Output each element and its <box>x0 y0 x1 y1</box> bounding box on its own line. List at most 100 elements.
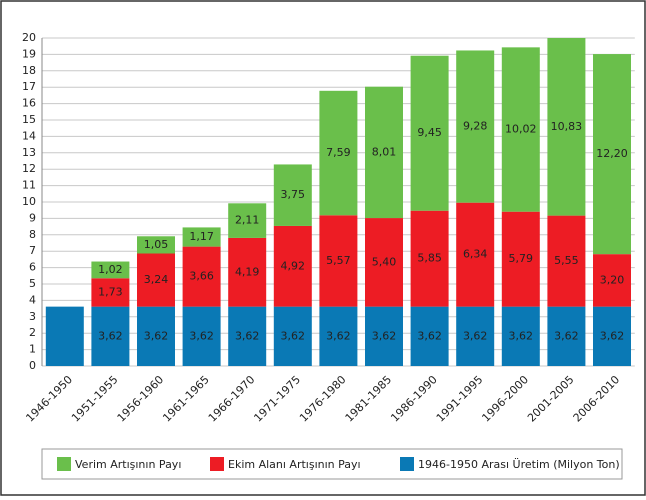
data-label: 5,40 <box>372 255 397 268</box>
data-label: 6,34 <box>463 248 488 261</box>
bar-segment <box>365 86 403 219</box>
data-label: 3,62 <box>554 329 579 342</box>
y-tick-label: 15 <box>22 113 36 126</box>
bar-segment <box>593 54 631 255</box>
bar-segment <box>547 306 586 366</box>
bar-segment <box>547 38 586 216</box>
y-tick-label: 7 <box>29 244 36 257</box>
bar-segment <box>501 211 540 307</box>
bar-segment <box>228 237 267 307</box>
y-tick-label: 5 <box>29 277 36 290</box>
bar-segment <box>319 215 358 307</box>
y-tick-label: 8 <box>29 228 36 241</box>
bar-segment <box>182 227 221 247</box>
data-label: 3,62 <box>509 329 534 342</box>
bar-segment <box>547 215 586 307</box>
bar-segment <box>456 202 495 307</box>
data-label: 9,45 <box>417 126 442 139</box>
data-label: 5,57 <box>326 254 351 267</box>
bar-segment <box>228 306 267 366</box>
data-label: 3,62 <box>281 329 306 342</box>
data-label: 3,62 <box>98 329 123 342</box>
data-label: 3,66 <box>189 270 214 283</box>
y-tick-label: 13 <box>22 146 36 159</box>
data-label: 1,73 <box>98 285 123 298</box>
data-label: 3,62 <box>144 329 169 342</box>
data-label: 3,62 <box>326 329 351 342</box>
data-label: 4,92 <box>281 259 306 272</box>
data-label: 3,62 <box>600 329 625 342</box>
legend-label: Ekim Alanı Artışının Payı <box>228 458 361 471</box>
bar-segment <box>501 306 540 366</box>
bar-segment <box>45 306 84 366</box>
data-label: 1,02 <box>98 263 123 276</box>
legend-swatch <box>57 457 71 471</box>
y-tick-label: 3 <box>29 310 36 323</box>
bar-segment <box>593 254 631 307</box>
data-label: 3,62 <box>189 329 214 342</box>
bar-segment <box>137 253 175 307</box>
y-tick-label: 2 <box>29 326 36 339</box>
data-label: 1,05 <box>144 238 169 251</box>
bar-segment <box>410 55 449 211</box>
y-tick-label: 17 <box>22 80 36 93</box>
data-label: 3,62 <box>235 329 260 342</box>
data-label: 3,75 <box>281 188 306 201</box>
data-label: 3,62 <box>417 329 442 342</box>
bar-segment <box>410 306 449 366</box>
data-label: 8,01 <box>372 145 397 158</box>
data-label: 7,59 <box>326 146 351 159</box>
data-label: 3,24 <box>144 273 169 286</box>
bar-segment <box>319 90 358 216</box>
y-tick-label: 16 <box>22 97 36 110</box>
legend-label: 1946-1950 Arası Üretim (Milyon Ton) <box>418 458 620 471</box>
data-label: 5,55 <box>554 254 579 267</box>
data-label: 2,11 <box>235 214 260 227</box>
bar-segment <box>319 306 358 366</box>
bar-segment <box>410 210 449 307</box>
bar-segment <box>182 306 221 366</box>
y-tick-label: 11 <box>22 179 36 192</box>
legend-swatch <box>400 457 414 471</box>
data-label: 10,02 <box>505 123 537 136</box>
data-label: 5,85 <box>417 252 442 265</box>
bar-segment <box>273 225 312 307</box>
bar-segment <box>91 306 130 366</box>
bar-segment <box>273 164 312 226</box>
y-tick-label: 19 <box>22 47 36 60</box>
y-tick-label: 20 <box>22 31 36 44</box>
bar-segment <box>456 50 495 203</box>
data-label: 1,17 <box>189 230 214 243</box>
bar-segment <box>228 203 267 238</box>
data-label: 3,62 <box>463 329 488 342</box>
bar-segment <box>91 278 130 307</box>
data-label: 3,20 <box>600 273 625 286</box>
y-tick-label: 18 <box>22 64 36 77</box>
legend-box <box>41 448 623 480</box>
y-tick-label: 0 <box>29 359 36 372</box>
bar-segment <box>593 306 631 366</box>
bar-segment <box>456 306 495 366</box>
bar-segment <box>365 218 403 307</box>
y-tick-label: 9 <box>29 211 36 224</box>
y-tick-label: 12 <box>22 162 36 175</box>
data-label: 9,28 <box>463 120 488 133</box>
legend-swatch <box>210 457 224 471</box>
bar-segment <box>137 306 175 366</box>
y-tick-label: 14 <box>22 129 36 142</box>
bar-segment <box>91 261 130 279</box>
data-label: 4,19 <box>235 265 260 278</box>
bar-segment <box>182 246 221 307</box>
bar-segment <box>137 236 175 254</box>
y-tick-label: 4 <box>29 293 36 306</box>
data-label: 10,83 <box>551 120 583 133</box>
data-label: 12,20 <box>596 147 628 160</box>
legend-label: Verim Artışının Payı <box>75 458 181 471</box>
bar-segment <box>501 47 540 212</box>
bar-segment <box>365 306 403 366</box>
data-label: 3,62 <box>372 329 397 342</box>
y-tick-label: 10 <box>22 195 36 208</box>
bar-segment <box>273 306 312 366</box>
data-label: 5,79 <box>509 252 534 265</box>
